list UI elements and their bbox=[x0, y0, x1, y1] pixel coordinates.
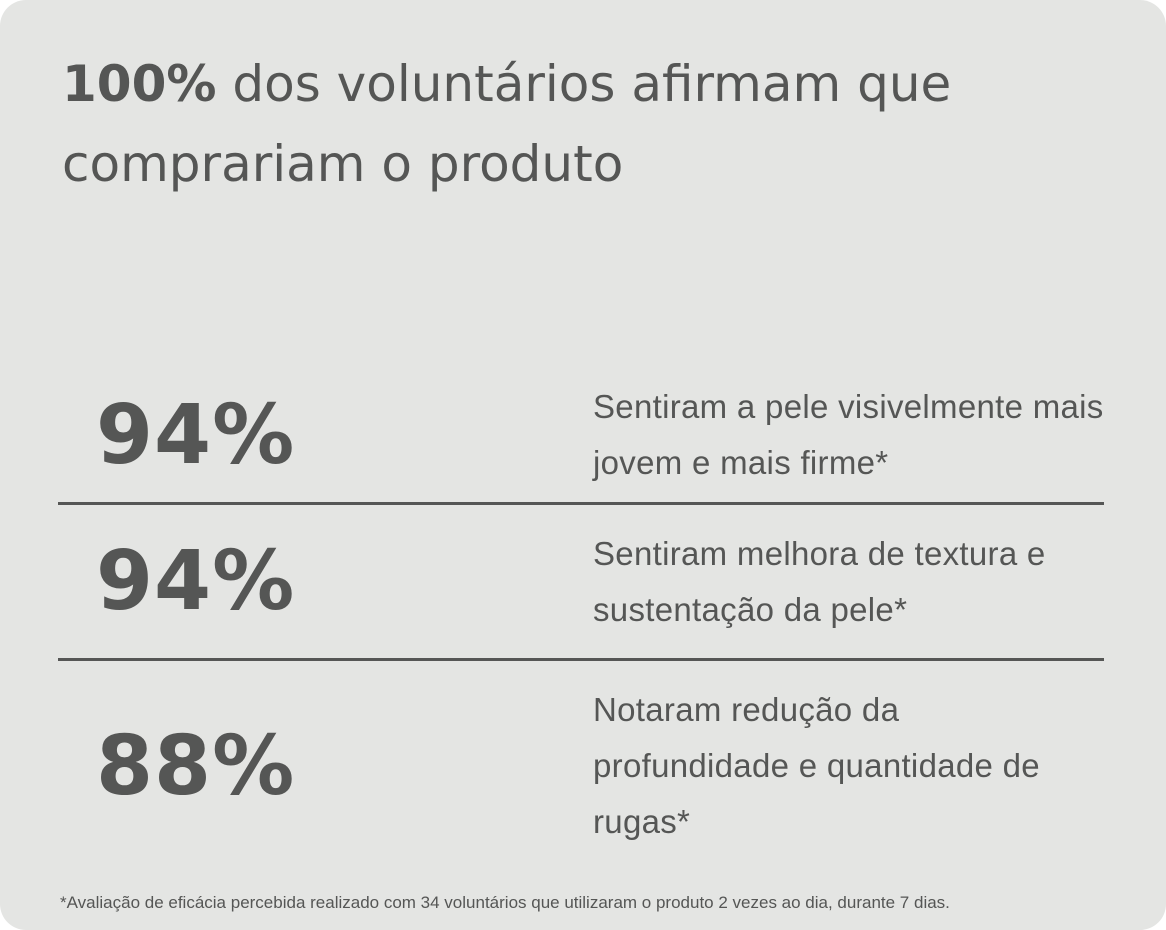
stats-list: 94% Sentiram a pele visivelmente mais jov… bbox=[58, 368, 1104, 871]
stat-row: 94% Sentiram melhora de textura e sustent… bbox=[58, 505, 1104, 661]
stat-description: Sentiram melhora de textura e sustentaçã… bbox=[593, 534, 1046, 628]
stat-row: 94% Sentiram a pele visivelmente mais jov… bbox=[58, 368, 1104, 505]
stat-description: Notaram redução da profundidade e quanti… bbox=[593, 691, 1040, 840]
stat-value: 88% bbox=[96, 718, 296, 814]
headline-highlight: 100% bbox=[62, 55, 217, 113]
stat-value: 94% bbox=[96, 387, 296, 483]
stat-value: 94% bbox=[96, 534, 296, 629]
headline-text: dos voluntários afirmam que comprariam o… bbox=[62, 55, 952, 193]
footnote: *Avaliação de eficácia percebida realiza… bbox=[60, 893, 950, 912]
headline: 100% dos voluntários afirmam que comprar… bbox=[62, 44, 1062, 204]
stat-description: Sentiram a pele visivelmente mais jovem … bbox=[593, 388, 1104, 481]
stat-row: 88% Notaram redução da profundidade e qua… bbox=[58, 661, 1104, 871]
